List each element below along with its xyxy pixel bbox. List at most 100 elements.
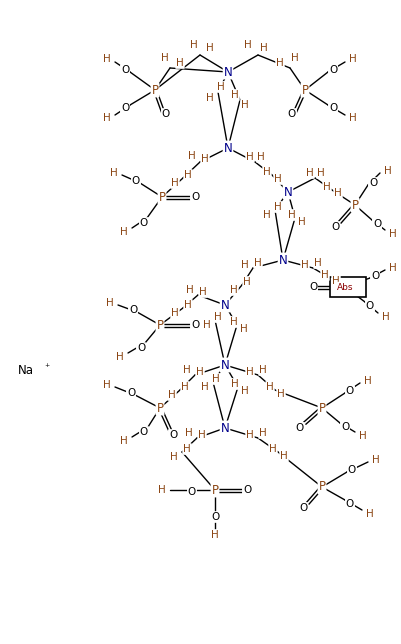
Text: O: O xyxy=(373,219,381,229)
Text: H: H xyxy=(186,285,194,295)
Text: O: O xyxy=(299,503,307,513)
Text: N: N xyxy=(224,66,232,79)
Text: H: H xyxy=(244,40,252,50)
Text: H: H xyxy=(257,152,265,162)
Text: O: O xyxy=(288,109,296,119)
Text: N: N xyxy=(279,254,288,267)
Text: O: O xyxy=(191,192,199,202)
Text: H: H xyxy=(349,54,357,64)
Text: P: P xyxy=(352,198,358,211)
Text: H: H xyxy=(366,509,374,519)
Text: H: H xyxy=(384,166,392,176)
Text: H: H xyxy=(116,352,124,362)
Text: H: H xyxy=(199,287,207,297)
Text: H: H xyxy=(254,258,262,268)
Text: H: H xyxy=(263,210,271,220)
Text: H: H xyxy=(359,431,367,441)
Text: N: N xyxy=(284,185,292,198)
Text: H: H xyxy=(266,382,274,392)
Text: H: H xyxy=(276,58,284,68)
Text: N: N xyxy=(221,299,229,312)
Text: O: O xyxy=(243,485,251,495)
Text: P: P xyxy=(318,401,326,415)
Text: H: H xyxy=(332,276,340,286)
Text: O: O xyxy=(341,422,349,432)
Text: O: O xyxy=(121,103,129,113)
Text: H: H xyxy=(382,312,390,322)
Text: H: H xyxy=(176,58,184,68)
Text: H: H xyxy=(349,113,357,123)
Text: H: H xyxy=(103,113,111,123)
Text: O: O xyxy=(127,388,135,398)
Text: O: O xyxy=(369,178,377,188)
Text: H: H xyxy=(246,152,254,162)
Text: H: H xyxy=(269,444,277,454)
Text: P: P xyxy=(302,84,308,97)
Text: P: P xyxy=(158,191,166,204)
Text: H: H xyxy=(201,382,209,392)
Text: H: H xyxy=(288,210,296,220)
Text: H: H xyxy=(241,100,249,110)
Text: H: H xyxy=(183,365,191,375)
Text: H: H xyxy=(211,530,219,540)
Text: H: H xyxy=(196,367,204,377)
Text: H: H xyxy=(230,317,238,327)
Text: H: H xyxy=(241,260,249,270)
Text: H: H xyxy=(241,386,249,396)
Text: O: O xyxy=(129,305,137,315)
Text: H: H xyxy=(106,298,114,308)
Text: O: O xyxy=(140,218,148,228)
Text: H: H xyxy=(201,154,209,164)
Text: H: H xyxy=(306,168,314,178)
Text: O: O xyxy=(296,423,304,433)
Text: H: H xyxy=(217,82,225,92)
Text: N: N xyxy=(221,359,229,372)
Text: H: H xyxy=(323,182,331,192)
Text: H: H xyxy=(171,308,179,318)
Text: H: H xyxy=(298,217,306,227)
Text: O: O xyxy=(331,222,339,232)
Text: O: O xyxy=(191,320,199,330)
Text: H: H xyxy=(274,174,282,184)
Text: O: O xyxy=(329,103,337,113)
Text: ⁺: ⁺ xyxy=(44,363,49,373)
Text: H: H xyxy=(246,430,254,440)
Text: H: H xyxy=(190,40,198,50)
Text: H: H xyxy=(259,428,267,438)
Text: O: O xyxy=(348,465,356,475)
Text: H: H xyxy=(301,260,309,270)
Text: O: O xyxy=(132,176,140,186)
Text: H: H xyxy=(206,93,214,103)
Text: H: H xyxy=(183,444,191,454)
Text: H: H xyxy=(161,53,169,63)
Text: H: H xyxy=(314,258,322,268)
FancyBboxPatch shape xyxy=(330,277,366,297)
Text: P: P xyxy=(211,484,219,497)
Text: H: H xyxy=(263,167,271,177)
Text: H: H xyxy=(317,168,325,178)
Text: H: H xyxy=(214,312,222,322)
Text: H: H xyxy=(170,452,178,462)
Text: H: H xyxy=(280,451,288,461)
Text: H: H xyxy=(188,151,196,161)
Text: H: H xyxy=(277,389,285,399)
Text: H: H xyxy=(334,188,342,198)
Text: H: H xyxy=(291,53,299,63)
Text: H: H xyxy=(259,365,267,375)
Text: H: H xyxy=(243,277,251,287)
Text: O: O xyxy=(162,109,170,119)
Text: H: H xyxy=(110,168,118,178)
Text: P: P xyxy=(156,401,164,415)
Text: P: P xyxy=(156,319,164,332)
Text: O: O xyxy=(188,487,196,497)
Text: Na: Na xyxy=(18,363,34,377)
Text: H: H xyxy=(364,376,372,386)
Text: H: H xyxy=(240,324,248,334)
Text: N: N xyxy=(221,422,229,435)
Text: H: H xyxy=(321,270,329,280)
Text: H: H xyxy=(120,436,128,446)
Text: H: H xyxy=(372,455,380,465)
Text: H: H xyxy=(158,485,166,495)
Text: H: H xyxy=(198,430,206,440)
Text: O: O xyxy=(121,65,129,75)
